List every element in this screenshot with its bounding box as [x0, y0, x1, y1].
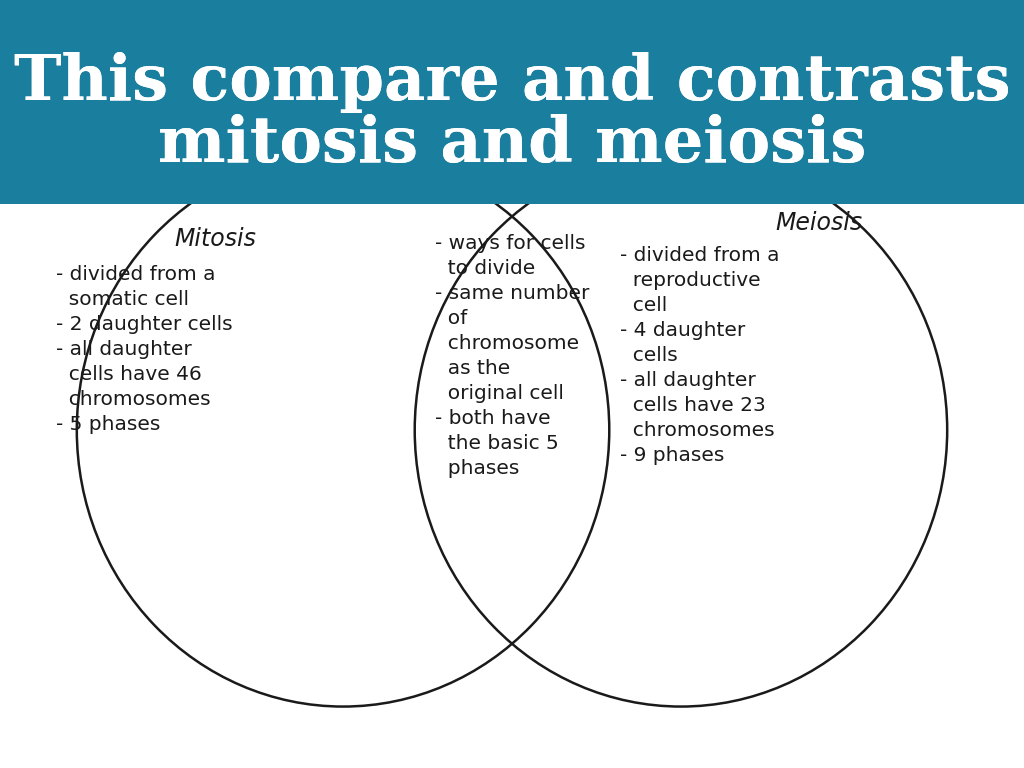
- Text: Mitosis: Mitosis: [174, 227, 256, 250]
- FancyBboxPatch shape: [0, 0, 1024, 204]
- FancyBboxPatch shape: [0, 0, 1024, 204]
- Text: This compare and contrasts: This compare and contrasts: [13, 52, 1011, 113]
- Text: mitosis and meiosis: mitosis and meiosis: [158, 114, 866, 174]
- Text: mitosis and meiosis: mitosis and meiosis: [158, 114, 866, 174]
- Text: - divided from a
  somatic cell
- 2 daughter cells
- all daughter
  cells have 4: - divided from a somatic cell - 2 daught…: [56, 265, 232, 434]
- Text: - ways for cells
  to divide
- same number
  of
  chromosome
  as the
  original: - ways for cells to divide - same number…: [435, 234, 590, 478]
- Text: Meiosis: Meiosis: [775, 211, 863, 235]
- Text: - divided from a
  reproductive
  cell
- 4 daughter
  cells
- all daughter
  cel: - divided from a reproductive cell - 4 d…: [620, 246, 779, 465]
- Text: This compare and contrasts: This compare and contrasts: [13, 52, 1011, 113]
